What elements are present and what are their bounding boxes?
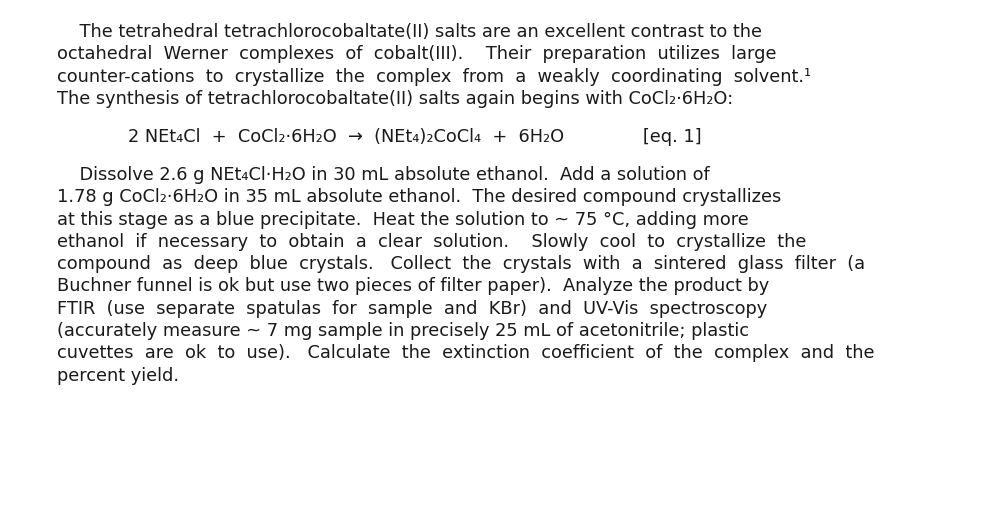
Text: cuvettes  are  ok  to  use).   Calculate  the  extinction  coefficient  of  the : cuvettes are ok to use). Calculate the e… <box>57 344 874 362</box>
Text: FTIR  (use  separate  spatulas  for  sample  and  KBr)  and  UV-Vis  spectroscop: FTIR (use separate spatulas for sample a… <box>57 300 767 318</box>
Text: 2 NEt₄Cl  +  CoCl₂·6H₂O  →  (NEt₄)₂CoCl₄  +  6H₂O              [eq. 1]: 2 NEt₄Cl + CoCl₂·6H₂O → (NEt₄)₂CoCl₄ + 6… <box>128 128 701 146</box>
Text: ethanol  if  necessary  to  obtain  a  clear  solution.    Slowly  cool  to  cry: ethanol if necessary to obtain a clear s… <box>57 233 806 251</box>
Text: Dissolve 2.6 g NEt₄Cl·H₂O in 30 mL absolute ethanol.  Add a solution of: Dissolve 2.6 g NEt₄Cl·H₂O in 30 mL absol… <box>57 166 710 184</box>
Text: (accurately measure ~ 7 mg sample in precisely 25 mL of acetonitrile; plastic: (accurately measure ~ 7 mg sample in pre… <box>57 322 749 340</box>
Text: 1.78 g CoCl₂·6H₂O in 35 mL absolute ethanol.  The desired compound crystallizes: 1.78 g CoCl₂·6H₂O in 35 mL absolute etha… <box>57 188 782 206</box>
Text: octahedral  Werner  complexes  of  cobalt(III).    Their  preparation  utilizes : octahedral Werner complexes of cobalt(II… <box>57 46 777 64</box>
Text: The synthesis of tetrachlorocobaltate(II) salts again begins with CoCl₂·6H₂O:: The synthesis of tetrachlorocobaltate(II… <box>57 90 734 108</box>
Text: counter-cations  to  crystallize  the  complex  from  a  weakly  coordinating  s: counter-cations to crystallize the compl… <box>57 68 811 86</box>
Text: at this stage as a blue precipitate.  Heat the solution to ~ 75 °C, adding more: at this stage as a blue precipitate. Hea… <box>57 210 748 228</box>
Text: compound  as  deep  blue  crystals.   Collect  the  crystals  with  a  sintered : compound as deep blue crystals. Collect … <box>57 255 865 273</box>
Text: The tetrahedral tetrachlorocobaltate(II) salts are an excellent contrast to the: The tetrahedral tetrachlorocobaltate(II)… <box>57 23 762 41</box>
Text: percent yield.: percent yield. <box>57 367 179 385</box>
Text: Buchner funnel is ok but use two pieces of filter paper).  Analyze the product b: Buchner funnel is ok but use two pieces … <box>57 278 769 295</box>
